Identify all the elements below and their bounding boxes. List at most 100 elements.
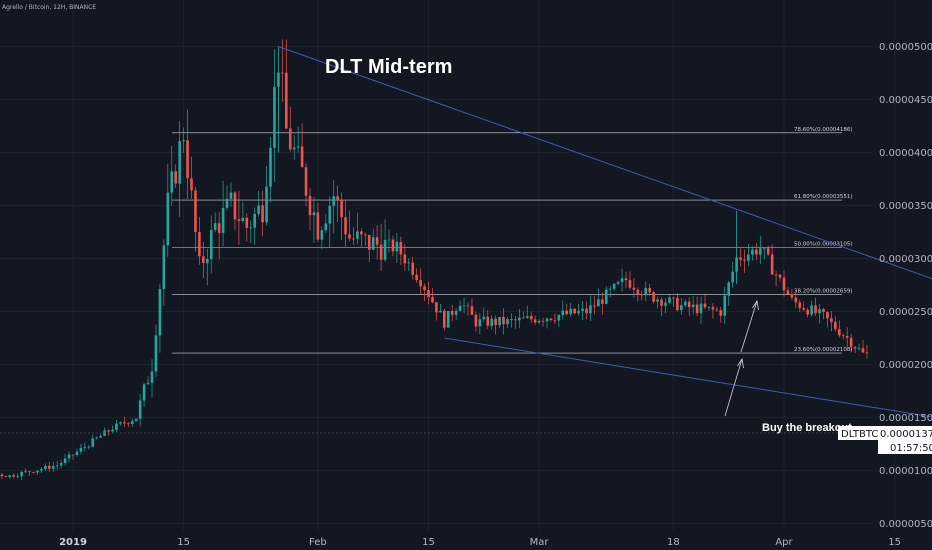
candle-body: [676, 297, 679, 311]
candle-body: [352, 238, 355, 240]
candle-body: [269, 147, 272, 187]
candle-body: [174, 171, 177, 184]
candle-body: [707, 306, 711, 308]
candle-body: [83, 446, 87, 448]
candle-body: [450, 310, 454, 315]
candle-body: [324, 223, 328, 231]
candle-body: [822, 309, 825, 312]
chart-title: DLT Mid-term: [325, 56, 452, 78]
candle-body: [288, 128, 292, 150]
candle-body: [158, 289, 162, 336]
candle-body: [411, 262, 414, 275]
price-tag: 0.00001375: [880, 429, 932, 440]
time-axis[interactable]: 17201915Feb15Mar18Apr15May15Jun17Jul15: [0, 537, 932, 548]
candle-body: [569, 308, 572, 315]
candle-body: [715, 309, 719, 311]
candle-body: [257, 205, 260, 214]
candle-body: [36, 470, 39, 473]
candle-body: [75, 451, 79, 455]
candle-body: [838, 329, 841, 336]
candle-body: [134, 418, 138, 422]
candle-body: [20, 472, 23, 477]
candle-body: [107, 430, 110, 432]
y-tick-label: 0.00005000: [879, 42, 932, 53]
fib-level-label: 50.00%(0.00003105): [794, 241, 853, 247]
candles-layer: [0, 39, 869, 481]
candle-body: [604, 289, 608, 304]
x-tick-label: Feb: [309, 537, 327, 548]
candle-body: [383, 239, 387, 260]
candle-body: [865, 352, 869, 354]
projection-arrows: [724, 299, 759, 417]
candle-body: [814, 305, 817, 314]
candle-body: [285, 72, 288, 129]
candle-body: [573, 308, 576, 314]
candle-body: [743, 259, 746, 261]
candle-body: [364, 234, 367, 236]
candle-body: [565, 310, 569, 315]
candle-body: [533, 319, 537, 323]
candle-body: [387, 239, 391, 241]
x-tick-label: 15: [177, 537, 190, 548]
candle-body: [589, 305, 592, 314]
candle-body: [261, 205, 264, 223]
countdown-tag-bg: [878, 440, 932, 454]
candle-body: [292, 147, 296, 150]
candle-body: [849, 337, 853, 348]
candle-body: [336, 196, 339, 200]
candle-body: [435, 302, 438, 313]
arrow-head-upper: [752, 299, 759, 311]
candle-body: [138, 400, 142, 419]
candle-body: [170, 171, 174, 193]
candle-body: [221, 207, 225, 233]
candle-body: [194, 190, 197, 233]
candle-body: [711, 306, 715, 310]
candle-body: [798, 302, 802, 309]
candle-body: [446, 310, 450, 328]
candle-body: [375, 237, 379, 245]
candle-body: [747, 254, 750, 261]
candle-body: [320, 230, 324, 240]
candle-body: [482, 316, 486, 320]
candle-body: [723, 295, 727, 316]
candle-body: [506, 319, 509, 325]
candle-body: [478, 319, 482, 327]
fibonacci-levels: 78.60%(0.00004186) 61.80%(0.00003551) 50.0…: [172, 127, 853, 354]
candle-body: [237, 219, 241, 222]
candle-body: [703, 303, 707, 308]
current-price-tag: DLTBTC 0.00001375 01:57:50: [838, 426, 932, 454]
candle-body: [55, 465, 59, 467]
candle-body: [624, 278, 628, 281]
candle-body: [774, 274, 778, 276]
candle-body: [612, 283, 616, 289]
candle-body: [498, 316, 501, 325]
candle-body: [834, 321, 837, 330]
trendlines-layer: [278, 46, 932, 418]
arrow-line-lower: [724, 358, 743, 417]
candle-body: [281, 72, 284, 74]
candle-body: [656, 299, 659, 302]
candle-body: [648, 287, 651, 293]
candle-body: [162, 245, 166, 290]
candle-body: [63, 458, 67, 463]
candle-body: [522, 317, 525, 319]
candle-body: [727, 282, 730, 296]
candle-body: [150, 371, 154, 383]
candle-body: [608, 288, 612, 290]
symbol-tag: DLTBTC: [841, 429, 878, 440]
candle-body: [403, 254, 407, 264]
candle-body: [190, 178, 193, 191]
candle-body: [304, 167, 308, 196]
time-axis-background: [0, 531, 932, 550]
candle-body: [300, 146, 304, 168]
candle-body: [111, 429, 114, 432]
candle-body: [830, 318, 833, 322]
candle-body: [233, 192, 237, 220]
candle-body: [458, 305, 462, 311]
candle-body: [518, 317, 521, 321]
